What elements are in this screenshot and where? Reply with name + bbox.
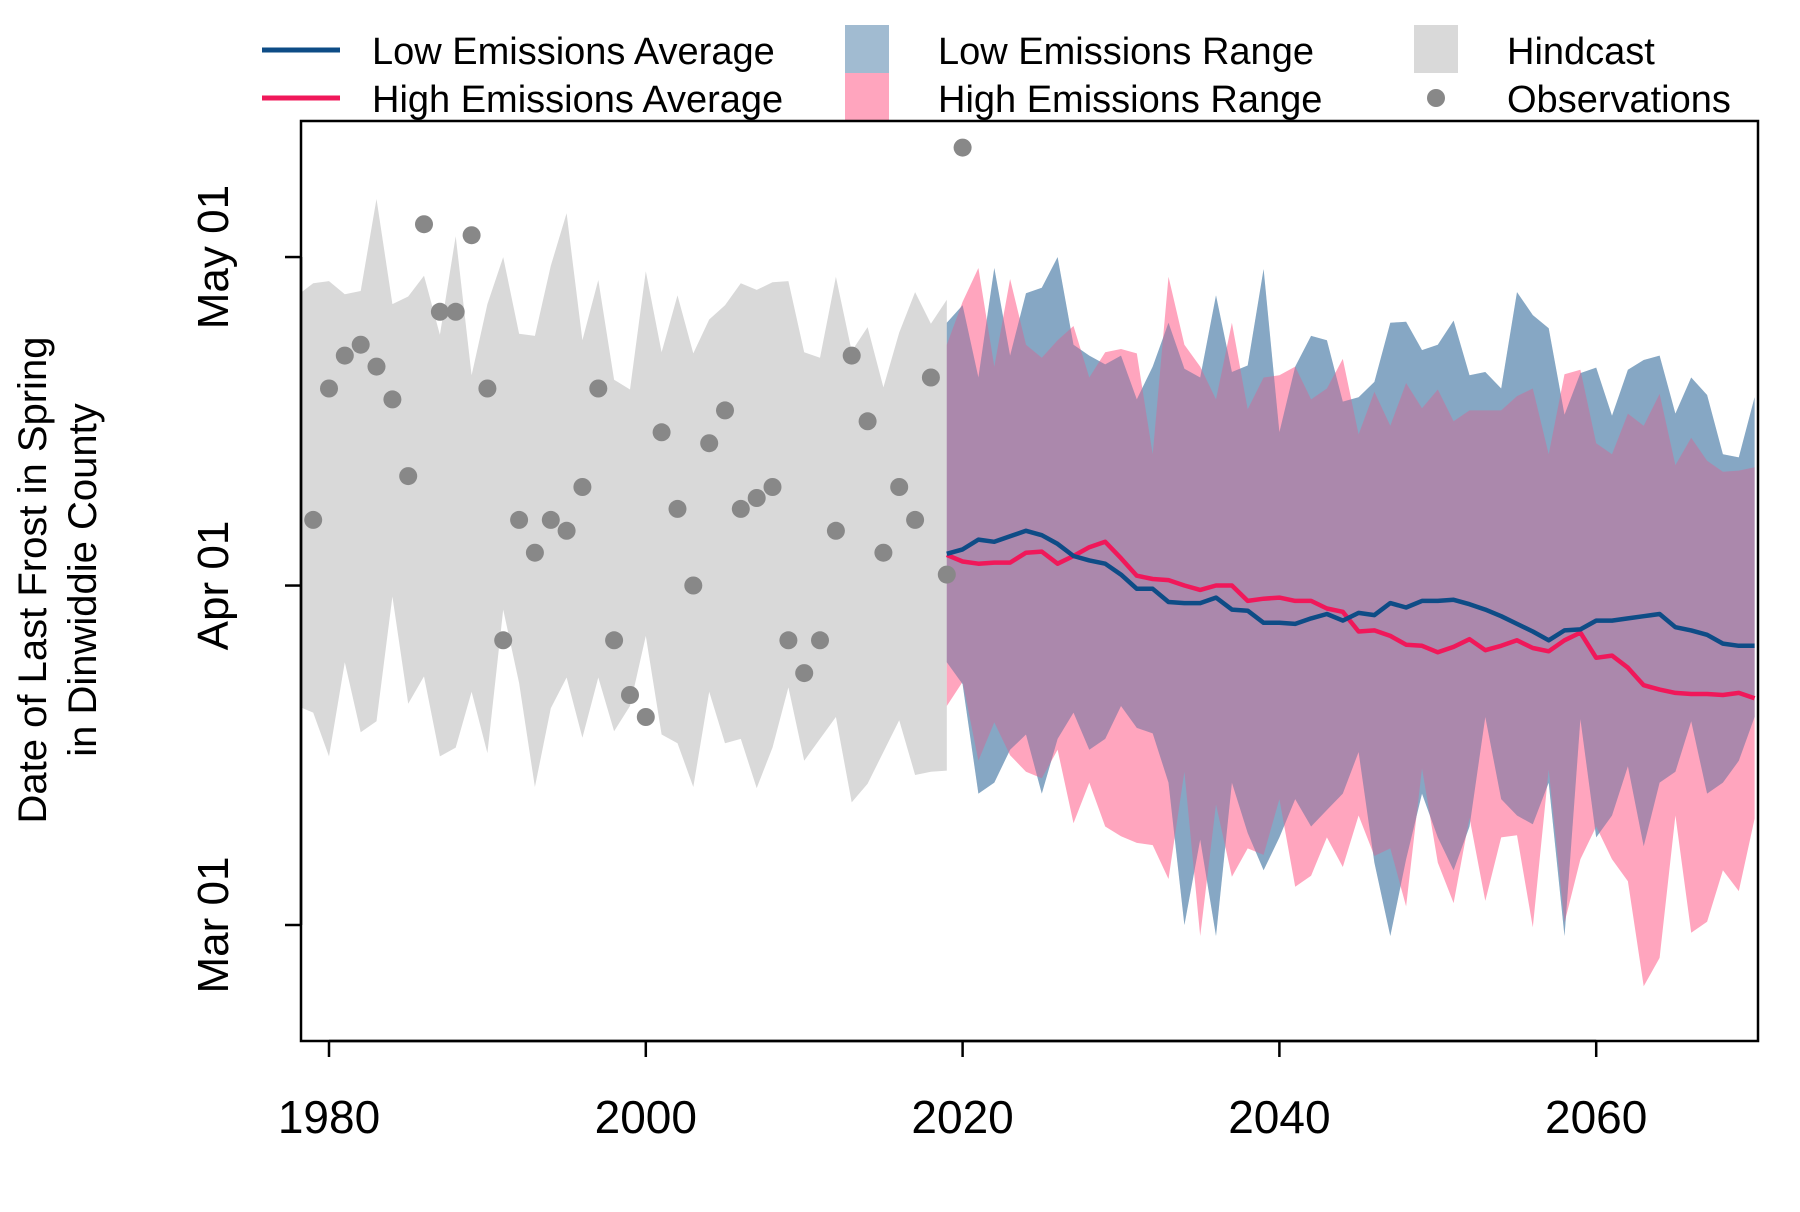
observation-point bbox=[921, 368, 940, 387]
legend-box-swatch bbox=[845, 25, 889, 73]
observation-point bbox=[415, 215, 433, 234]
low-emissions-average-line bbox=[946, 528, 1755, 649]
y-axis: Mar 01 Apr 01 May 01 bbox=[189, 185, 303, 994]
observation-point bbox=[636, 708, 655, 726]
high-emissions-average-line bbox=[945, 539, 1756, 701]
x-tick-label: 2000 bbox=[595, 1091, 697, 1143]
legend-item-high-avg: High Emissions Average bbox=[262, 79, 783, 121]
x-axis: 1980 2000 2020 2040 2060 bbox=[278, 1039, 1647, 1143]
high-emissions-range-band bbox=[946, 268, 1755, 987]
legend-label: Hindcast bbox=[1507, 31, 1655, 73]
x-tick-label: 2060 bbox=[1545, 1091, 1647, 1143]
legend-point-swatch bbox=[1427, 89, 1445, 107]
legend-label: Low Emissions Range bbox=[938, 31, 1314, 73]
observation-point bbox=[462, 226, 481, 245]
observation-point bbox=[937, 565, 956, 584]
observation-point bbox=[510, 510, 529, 529]
y-axis-title: Date of Last Frost in Spring in Dinwiddi… bbox=[11, 337, 105, 824]
y-tick-label: Mar 01 bbox=[189, 857, 238, 994]
observation-point bbox=[589, 379, 608, 398]
legend-label: Observations bbox=[1507, 79, 1731, 121]
observation-point bbox=[557, 521, 576, 540]
x-tick-label: 2040 bbox=[1228, 1091, 1330, 1143]
observation-point bbox=[399, 467, 418, 486]
legend-box-swatch bbox=[1414, 25, 1458, 73]
observation-point bbox=[335, 346, 354, 365]
observation-point bbox=[763, 478, 782, 496]
observation-point bbox=[383, 390, 402, 409]
observation-point bbox=[652, 423, 671, 442]
legend-item-low-range: Low Emissions Range bbox=[845, 25, 1314, 73]
observation-point bbox=[811, 631, 829, 650]
legend-item-high-range: High Emissions Range bbox=[845, 73, 1322, 121]
observation-point bbox=[525, 543, 544, 562]
y-axis-title-line1: Date of Last Frost in Spring bbox=[11, 337, 55, 824]
observation-point bbox=[367, 357, 386, 376]
observation-point bbox=[779, 631, 798, 650]
observation-point bbox=[494, 631, 513, 650]
y-tick-label: Apr 01 bbox=[189, 521, 238, 651]
legend-item-low-avg: Low Emissions Average bbox=[262, 31, 775, 73]
observation-point bbox=[826, 521, 845, 540]
legend-item-observations: Observations bbox=[1427, 79, 1731, 121]
observation-point bbox=[858, 412, 877, 431]
observation-point bbox=[430, 302, 449, 321]
observation-point bbox=[351, 335, 370, 354]
observation-point bbox=[320, 379, 338, 398]
y-tick-label: May 01 bbox=[189, 185, 238, 329]
observation-point bbox=[573, 478, 592, 496]
legend: Low Emissions Average High Emissions Aver… bbox=[262, 25, 1731, 121]
observation-point bbox=[890, 478, 909, 496]
x-tick-label: 2020 bbox=[911, 1091, 1013, 1143]
observation-point bbox=[906, 510, 925, 529]
legend-label: High Emissions Average bbox=[372, 79, 783, 121]
observation-point bbox=[700, 434, 719, 453]
observation-point bbox=[747, 489, 766, 507]
plot-area bbox=[301, 138, 1756, 987]
observation-point bbox=[541, 510, 560, 529]
observation-point bbox=[731, 499, 750, 518]
observation-point bbox=[795, 664, 814, 683]
low-emissions-range-overlay bbox=[946, 257, 1755, 937]
legend-label: Low Emissions Average bbox=[372, 31, 775, 73]
observation-point bbox=[716, 401, 734, 420]
hindcast-band bbox=[301, 199, 947, 803]
observation-point bbox=[668, 499, 687, 518]
observation-point bbox=[605, 631, 624, 650]
observation-point bbox=[621, 686, 639, 704]
observation-point bbox=[842, 346, 861, 365]
observation-point bbox=[304, 510, 323, 529]
observation-point bbox=[446, 302, 465, 321]
legend-label: High Emissions Range bbox=[938, 79, 1322, 121]
y-axis-title-line2: in Dinwiddie County bbox=[61, 403, 105, 757]
observation-point bbox=[478, 379, 497, 398]
observation-point bbox=[874, 543, 893, 562]
observation-point bbox=[953, 138, 972, 157]
x-tick-label: 1980 bbox=[278, 1091, 380, 1143]
legend-box-swatch bbox=[845, 73, 889, 121]
legend-item-hindcast: Hindcast bbox=[1414, 25, 1655, 73]
observation-point bbox=[684, 576, 703, 595]
